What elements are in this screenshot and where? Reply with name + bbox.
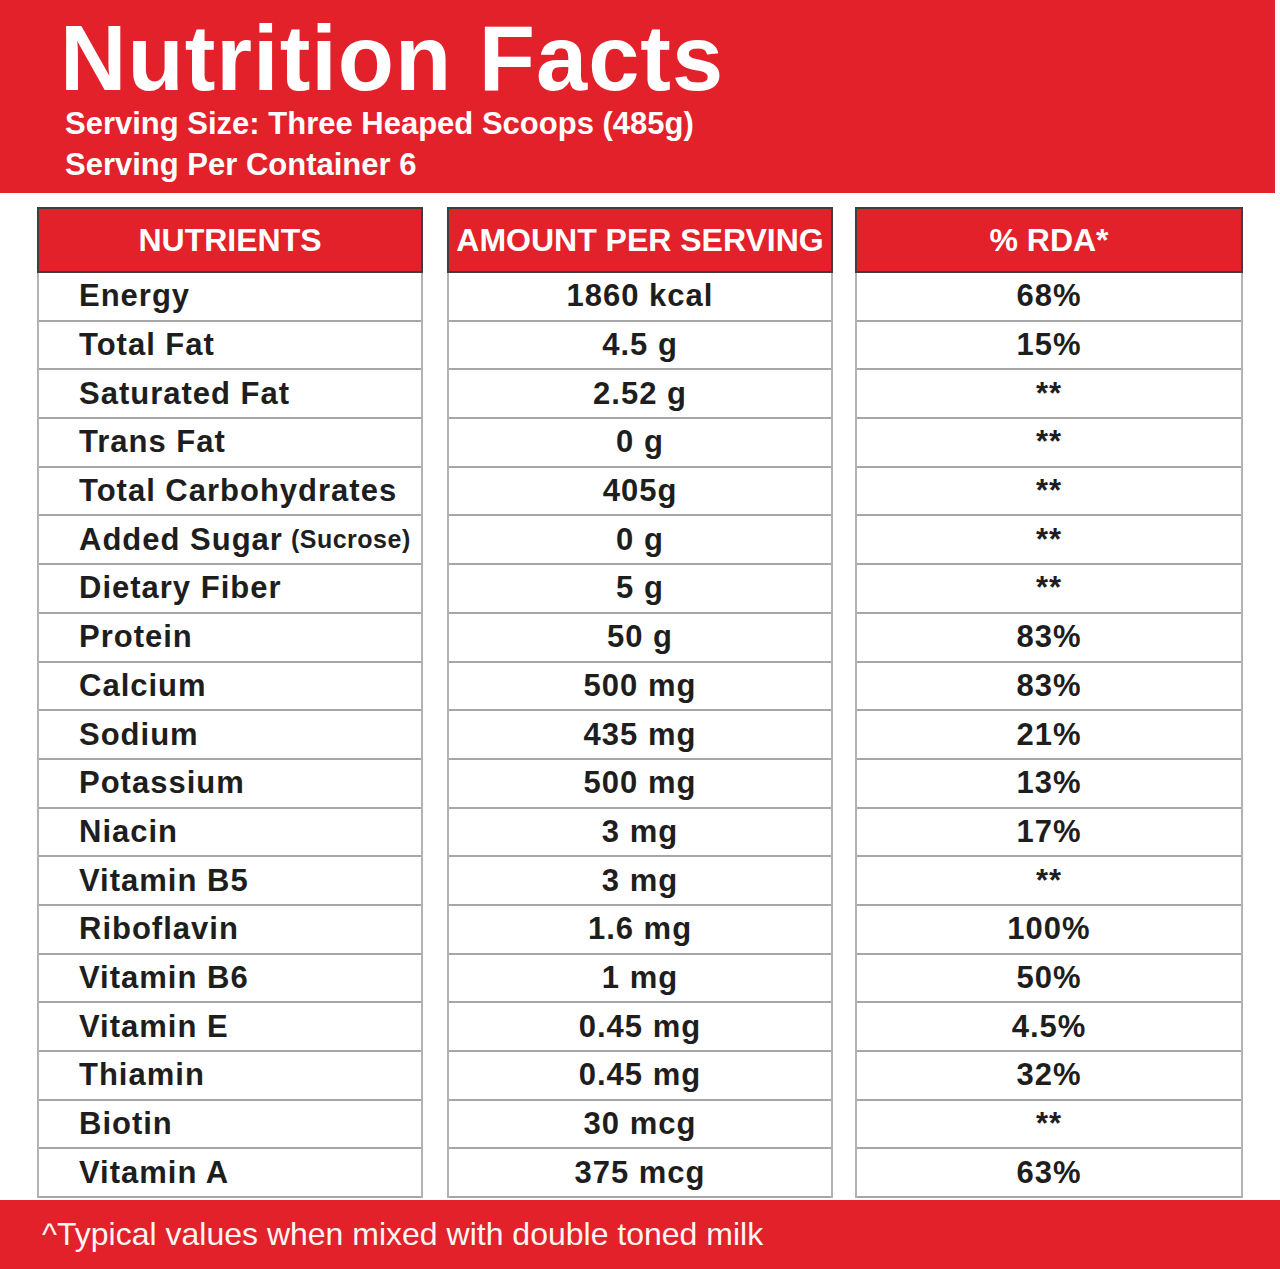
cell-amount: 375 mcg — [449, 1149, 831, 1198]
cell-amount: 500 mg — [449, 663, 831, 712]
rda-column-body: 68%15%**********83%83%21%13%17%**100%50%… — [855, 273, 1243, 1198]
cell-rda: ** — [857, 516, 1241, 565]
footer-note: ^Typical values when mixed with double t… — [42, 1216, 763, 1253]
cell-name: Riboflavin — [39, 906, 421, 955]
cell-name: Dietary Fiber — [39, 565, 421, 614]
nutrient-name: Added Sugar — [79, 522, 283, 558]
cell-amount: 3 mg — [449, 857, 831, 906]
nutrient-name: Vitamin B6 — [79, 960, 249, 996]
nutrient-name: Niacin — [79, 814, 178, 850]
cell-rda: 13% — [857, 760, 1241, 809]
cell-amount: 30 mcg — [449, 1101, 831, 1150]
rda-column-header: % RDA* — [855, 207, 1243, 273]
cell-name: Total Carbohydrates — [39, 468, 421, 517]
cell-rda: 50% — [857, 955, 1241, 1004]
cell-amount: 0 g — [449, 419, 831, 468]
nutrient-name: Sodium — [79, 717, 199, 753]
nutrient-name: Biotin — [79, 1106, 173, 1142]
cell-rda: 21% — [857, 711, 1241, 760]
rda-column: % RDA* 68%15%**********83%83%21%13%17%**… — [855, 207, 1243, 1198]
cell-name: Thiamin — [39, 1052, 421, 1101]
nutrient-name: Total Carbohydrates — [79, 473, 397, 509]
cell-amount: 435 mg — [449, 711, 831, 760]
nutrients-column: NUTRIENTS Energy Total Fat Saturated Fat Tr… — [37, 207, 423, 1198]
nutrient-name: Energy — [79, 278, 190, 314]
cell-amount: 1.6 mg — [449, 906, 831, 955]
cell-name: Trans Fat — [39, 419, 421, 468]
cell-name: Biotin — [39, 1101, 421, 1150]
cell-amount: 50 g — [449, 614, 831, 663]
cell-name: Calcium — [39, 663, 421, 712]
cell-name: Vitamin B5 — [39, 857, 421, 906]
cell-name: Added Sugar (Sucrose) — [39, 516, 421, 565]
cell-rda: ** — [857, 565, 1241, 614]
cell-rda: 17% — [857, 809, 1241, 858]
cell-rda: ** — [857, 419, 1241, 468]
nutrients-column-body: Energy Total Fat Saturated Fat Trans Fat Tot… — [37, 273, 423, 1198]
nutrient-name: Thiamin — [79, 1057, 205, 1093]
cell-rda: ** — [857, 1101, 1241, 1150]
cell-rda: ** — [857, 857, 1241, 906]
cell-amount: 405g — [449, 468, 831, 517]
cell-rda: 15% — [857, 322, 1241, 371]
cell-name: Total Fat — [39, 322, 421, 371]
nutrient-name: Riboflavin — [79, 911, 239, 947]
cell-rda: ** — [857, 370, 1241, 419]
cell-rda: 4.5% — [857, 1003, 1241, 1052]
serving-size-label: Serving Size: Three Heaped Scoops (485g) — [65, 108, 694, 139]
cell-rda: 83% — [857, 663, 1241, 712]
cell-rda: 100% — [857, 906, 1241, 955]
amount-column-body: 1860 kcal4.5 g2.52 g0 g405g0 g5 g50 g500… — [447, 273, 833, 1198]
cell-amount: 1860 kcal — [449, 273, 831, 322]
amount-column-header: AMOUNT PER SERVING — [447, 207, 833, 273]
cell-amount: 4.5 g — [449, 322, 831, 371]
cell-amount: 3 mg — [449, 809, 831, 858]
cell-rda: ** — [857, 468, 1241, 517]
cell-name: Niacin — [39, 809, 421, 858]
cell-rda: 83% — [857, 614, 1241, 663]
nutrient-name: Total Fat — [79, 327, 215, 363]
cell-rda: 32% — [857, 1052, 1241, 1101]
cell-rda: 68% — [857, 273, 1241, 322]
cell-rda: 63% — [857, 1149, 1241, 1198]
cell-name: Sodium — [39, 711, 421, 760]
cell-amount: 500 mg — [449, 760, 831, 809]
page-title: Nutrition Facts — [60, 12, 724, 104]
footer-banner: ^Typical values when mixed with double t… — [0, 1200, 1280, 1269]
amount-column: AMOUNT PER SERVING 1860 kcal4.5 g2.52 g0… — [447, 207, 833, 1198]
cell-name: Vitamin B6 — [39, 955, 421, 1004]
nutrient-name: Dietary Fiber — [79, 570, 282, 606]
nutrient-name: Vitamin A — [79, 1155, 229, 1191]
nutrient-name: Vitamin E — [79, 1009, 229, 1045]
header-banner: Nutrition Facts Serving Size: Three Heap… — [0, 0, 1275, 193]
cell-amount: 2.52 g — [449, 370, 831, 419]
nutrient-name: Calcium — [79, 668, 207, 704]
cell-amount: 5 g — [449, 565, 831, 614]
cell-amount: 1 mg — [449, 955, 831, 1004]
nutrient-name: Potassium — [79, 765, 245, 801]
cell-name: Saturated Fat — [39, 370, 421, 419]
cell-name: Energy — [39, 273, 421, 322]
nutrient-name-note: (Sucrose) — [291, 525, 411, 554]
servings-per-container-label: Serving Per Container 6 — [65, 149, 416, 180]
cell-name: Protein — [39, 614, 421, 663]
nutrient-name: Protein — [79, 619, 193, 655]
cell-name: Potassium — [39, 760, 421, 809]
nutrient-name: Vitamin B5 — [79, 863, 249, 899]
cell-name: Vitamin E — [39, 1003, 421, 1052]
nutrients-column-header: NUTRIENTS — [37, 207, 423, 273]
cell-amount: 0 g — [449, 516, 831, 565]
nutrient-name: Saturated Fat — [79, 376, 290, 412]
cell-amount: 0.45 mg — [449, 1052, 831, 1101]
cell-amount: 0.45 mg — [449, 1003, 831, 1052]
cell-name: Vitamin A — [39, 1149, 421, 1198]
nutrient-name: Trans Fat — [79, 424, 226, 460]
